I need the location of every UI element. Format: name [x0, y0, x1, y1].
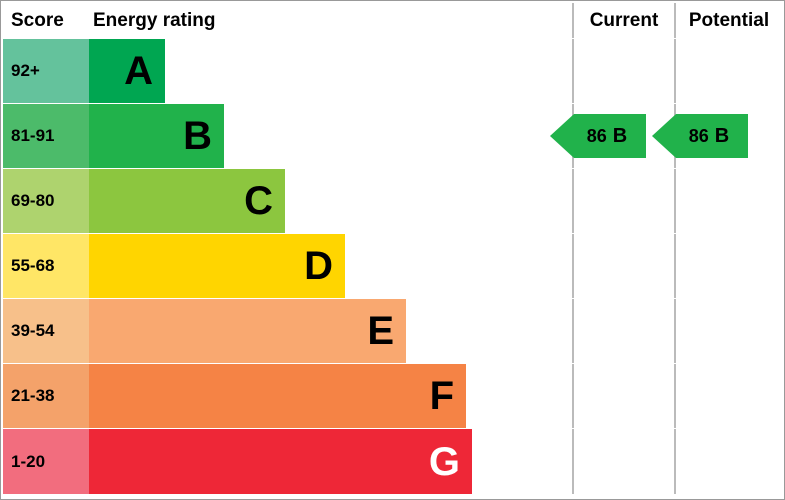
arrow-body: 86 B: [574, 114, 646, 158]
current-cell: [572, 169, 674, 233]
rating-bar-cell: E: [89, 299, 572, 363]
rating-bar-cell: F: [89, 364, 572, 428]
rating-bar-cell: A: [89, 39, 572, 103]
arrow-tip-icon: [550, 114, 574, 158]
current-cell: [572, 39, 674, 103]
rating-letter: D: [304, 246, 333, 286]
band-row-f: 21-38 F: [3, 364, 782, 429]
band-row-a: 92+ A: [3, 39, 782, 104]
rating-letter: A: [124, 51, 153, 91]
potential-cell: [674, 429, 782, 494]
header-potential: Potential: [674, 3, 782, 38]
header-rating: Energy rating: [89, 3, 572, 38]
potential-cell: [674, 364, 782, 428]
rating-bar: C: [89, 169, 285, 233]
potential-cell: [674, 169, 782, 233]
rating-bar: F: [89, 364, 466, 428]
header-score: Score: [3, 3, 89, 38]
band-row-b: 81-91 B 86 B 86 B: [3, 104, 782, 169]
rating-bar: D: [89, 234, 345, 298]
rating-bar-cell: C: [89, 169, 572, 233]
rating-letter: B: [183, 116, 212, 156]
potential-cell: [674, 299, 782, 363]
current-cell: [572, 429, 674, 494]
arrow-letter-value: B: [715, 125, 729, 148]
energy-rating-chart: Score Energy rating Current Potential 92…: [0, 0, 785, 500]
current-cell: [572, 234, 674, 298]
score-range: 1-20: [3, 429, 89, 494]
rating-bar: G: [89, 429, 472, 494]
score-range: 39-54: [3, 299, 89, 363]
band-row-e: 39-54 E: [3, 299, 782, 364]
arrow-score-value: 86: [587, 126, 607, 147]
score-range: 55-68: [3, 234, 89, 298]
band-row-d: 55-68 D: [3, 234, 782, 299]
score-range: 21-38: [3, 364, 89, 428]
rating-letter: G: [429, 442, 460, 482]
current-cell: [572, 364, 674, 428]
potential-cell: 86 B: [674, 104, 782, 168]
score-range: 92+: [3, 39, 89, 103]
rating-letter: E: [367, 311, 394, 351]
potential-cell: [674, 234, 782, 298]
arrow-tip-icon: [652, 114, 676, 158]
score-range: 81-91: [3, 104, 89, 168]
arrow-body: 86 B: [676, 114, 748, 158]
band-row-c: 69-80 C: [3, 169, 782, 234]
rating-bar: A: [89, 39, 165, 103]
score-range: 69-80: [3, 169, 89, 233]
band-row-g: 1-20 G: [3, 429, 782, 494]
rating-letter: F: [430, 376, 454, 416]
potential-arrow: 86 B: [652, 114, 748, 158]
arrow-score-value: 86: [689, 126, 709, 147]
rating-bar-cell: D: [89, 234, 572, 298]
rating-bar-cell: B: [89, 104, 572, 168]
potential-cell: [674, 39, 782, 103]
rating-letter: C: [244, 181, 273, 221]
header-row: Score Energy rating Current Potential: [3, 3, 782, 39]
rating-bar: E: [89, 299, 406, 363]
rating-bar: B: [89, 104, 224, 168]
current-cell: [572, 299, 674, 363]
current-arrow: 86 B: [550, 114, 646, 158]
arrow-letter-value: B: [613, 125, 627, 148]
header-current: Current: [572, 3, 674, 38]
rating-bar-cell: G: [89, 429, 572, 494]
